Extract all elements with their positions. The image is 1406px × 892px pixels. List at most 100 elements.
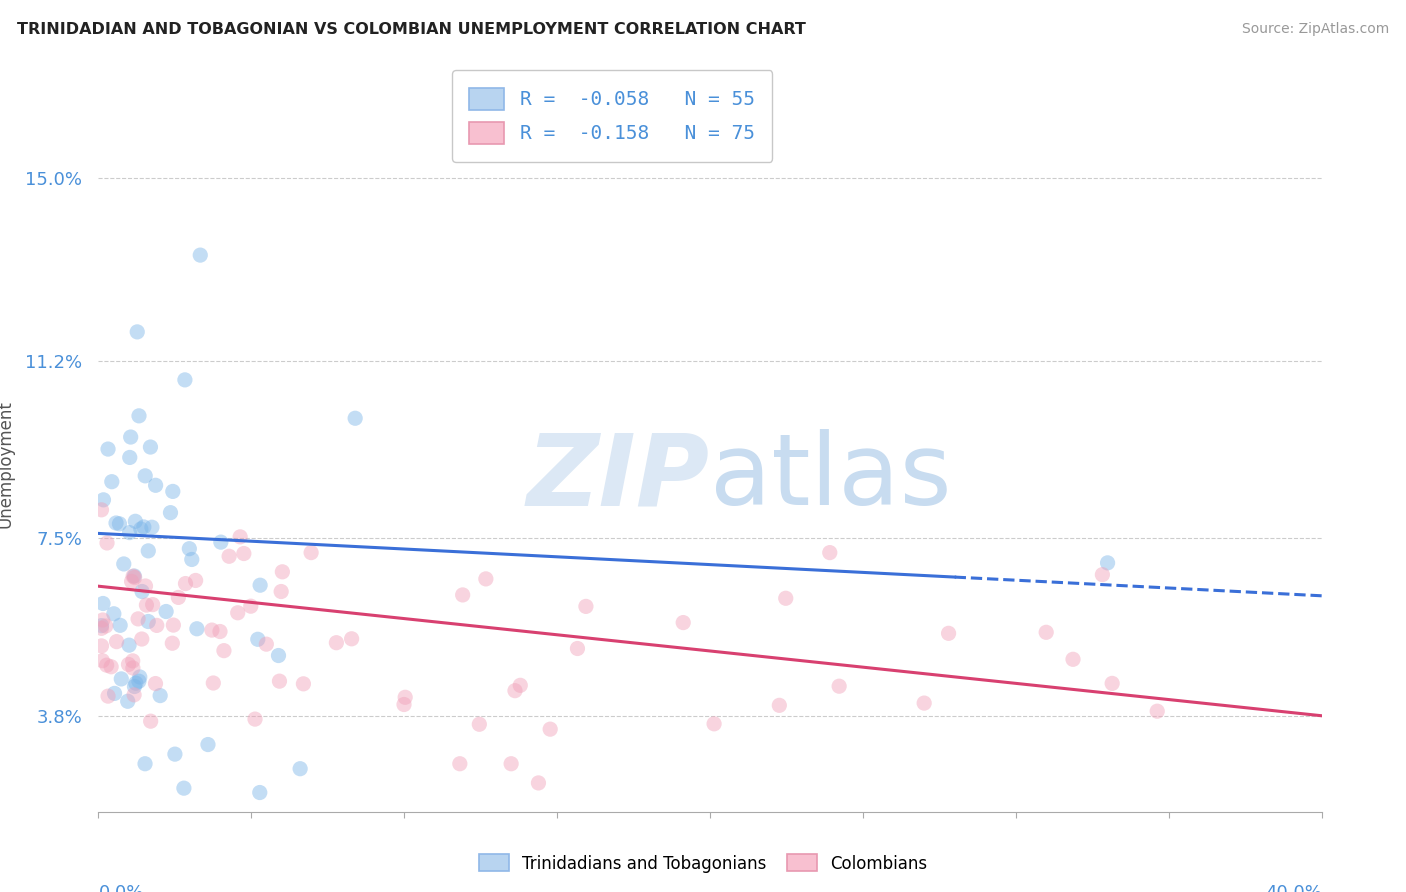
Point [938,626,960,640]
Point [91,597,114,611]
Point [145,478,167,492]
Point [243,712,266,726]
Point [202,676,225,690]
Point [122,569,145,583]
Point [135,598,157,612]
Point [197,738,219,752]
Point [828,679,851,693]
Point [567,641,589,656]
Point [136,544,159,558]
Text: Source: ZipAtlas.com: Source: ZipAtlas.com [1241,22,1389,37]
Point [174,373,197,387]
Point [325,636,347,650]
Text: 40.0%: 40.0% [1265,884,1322,892]
Point [97,442,120,456]
Point [110,672,132,686]
Point [118,638,141,652]
Point [91,654,114,668]
Point [271,565,294,579]
Point [139,440,162,454]
Point [174,576,197,591]
Point [125,676,148,690]
Point [509,678,531,692]
Point [173,781,195,796]
Point [451,588,474,602]
Point [122,569,145,583]
Point [118,450,141,465]
Point [120,430,142,444]
Point [162,636,184,650]
Point [180,552,202,566]
Point [475,572,498,586]
Point [129,522,152,536]
Text: ZIP: ZIP [527,429,710,526]
Point [208,624,231,639]
Point [132,520,155,534]
Point [818,546,841,560]
Point [179,541,201,556]
Point [142,598,165,612]
Point [134,579,156,593]
Point [90,639,112,653]
Point [136,615,159,629]
Point [912,696,935,710]
Point [269,674,291,689]
Point [124,570,146,584]
Point [117,694,139,708]
Point [127,325,149,339]
Point [141,520,163,534]
Point [226,606,249,620]
Point [501,756,523,771]
Point [703,716,725,731]
Point [340,632,363,646]
Point [93,492,115,507]
Point [124,514,146,528]
Text: 0.0%: 0.0% [98,884,143,892]
Point [184,574,207,588]
Point [91,613,114,627]
Point [118,525,141,540]
Point [94,619,117,633]
Point [267,648,290,663]
Point [128,409,150,423]
Point [246,632,269,647]
Point [1091,567,1114,582]
Point [159,506,181,520]
Point [1146,704,1168,718]
Point [449,756,471,771]
Point [128,674,150,689]
Point [188,248,211,262]
Y-axis label: Unemployment: Unemployment [0,400,14,528]
Point [96,658,118,673]
Point [538,722,561,736]
Point [128,670,150,684]
Point [503,683,526,698]
Legend: Trinidadians and Tobagonians, Colombians: Trinidadians and Tobagonians, Colombians [472,847,934,880]
Point [162,618,184,632]
Point [90,503,112,517]
Point [100,659,122,673]
Point [229,530,252,544]
Point [122,661,145,675]
Point [97,689,120,703]
Point [672,615,695,630]
Point [112,557,135,571]
Point [468,717,491,731]
Point [105,634,128,648]
Point [149,689,172,703]
Point [186,622,208,636]
Point [145,676,167,690]
Point [527,776,550,790]
Point [90,618,112,632]
Point [575,599,598,614]
Point [292,677,315,691]
Text: TRINIDADIAN AND TOBAGONIAN VS COLOMBIAN UNEMPLOYMENT CORRELATION CHART: TRINIDADIAN AND TOBAGONIAN VS COLOMBIAN … [17,22,806,37]
Point [155,605,177,619]
Point [239,599,262,614]
Point [103,607,125,621]
Point [127,612,149,626]
Point [1101,676,1123,690]
Point [105,516,128,530]
Point [209,535,232,549]
Point [145,618,167,632]
